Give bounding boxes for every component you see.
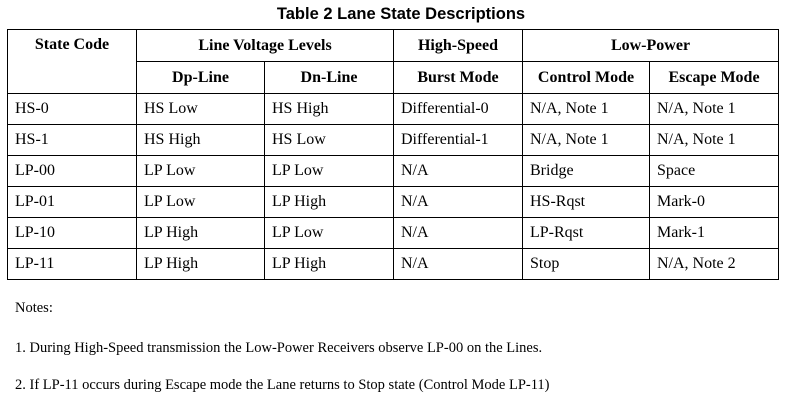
col-header-control-mode: Control Mode — [522, 61, 650, 94]
lane-state-table: State Code Line Voltage Levels High-Spee… — [7, 29, 779, 280]
cell-state-code: LP-11 — [7, 248, 137, 280]
cell-dn-line: HS High — [264, 93, 394, 125]
cell-burst-mode: N/A — [393, 248, 523, 280]
table-row: LP-10 LP High LP Low N/A LP-Rqst Mark-1 — [7, 217, 779, 249]
cell-state-code: HS-0 — [7, 93, 137, 125]
cell-state-code: LP-00 — [7, 155, 137, 187]
notes-heading: Notes: — [15, 300, 53, 316]
cell-state-code: HS-1 — [7, 124, 137, 156]
cell-burst-mode: N/A — [393, 217, 523, 249]
cell-control-mode: N/A, Note 1 — [522, 124, 650, 156]
cell-control-mode: LP-Rqst — [522, 217, 650, 249]
cell-control-mode: N/A, Note 1 — [522, 93, 650, 125]
col-header-burst-mode: Burst Mode — [393, 61, 523, 94]
header-row-top: State Code Line Voltage Levels High-Spee… — [7, 29, 779, 94]
cell-escape-mode: Mark-0 — [649, 186, 779, 218]
col-header-dn-line: Dn-Line — [264, 61, 394, 94]
table-row: LP-00 LP Low LP Low N/A Bridge Space — [7, 155, 779, 187]
cell-escape-mode: Space — [649, 155, 779, 187]
cell-dp-line: LP Low — [136, 155, 265, 187]
cell-state-code: LP-10 — [7, 217, 137, 249]
cell-state-code: LP-01 — [7, 186, 137, 218]
table-title: Table 2 Lane State Descriptions — [276, 5, 526, 23]
cell-burst-mode: N/A — [393, 155, 523, 187]
cell-burst-mode: Differential-0 — [393, 93, 523, 125]
cell-dn-line: LP Low — [264, 217, 394, 249]
cell-control-mode: Bridge — [522, 155, 650, 187]
col-header-escape-mode: Escape Mode — [649, 61, 779, 94]
note-1: 1. During High-Speed transmission the Lo… — [15, 340, 543, 356]
cell-escape-mode: Mark-1 — [649, 217, 779, 249]
cell-escape-mode: N/A, Note 1 — [649, 124, 779, 156]
cell-dn-line: LP High — [264, 248, 394, 280]
cell-dp-line: LP High — [136, 248, 265, 280]
cell-escape-mode: N/A, Note 2 — [649, 248, 779, 280]
table-row: HS-1 HS High HS Low Differential-1 N/A, … — [7, 124, 779, 156]
note-2: 2. If LP-11 occurs during Escape mode th… — [15, 377, 550, 393]
col-header-low-power: Low-Power — [522, 29, 779, 62]
col-header-state-code: State Code — [7, 29, 137, 94]
cell-control-mode: Stop — [522, 248, 650, 280]
col-header-high-speed: High-Speed — [393, 29, 523, 62]
table-row: LP-11 LP High LP High N/A Stop N/A, Note… — [7, 248, 779, 280]
cell-dp-line: LP High — [136, 217, 265, 249]
col-header-line-voltage-levels: Line Voltage Levels — [136, 29, 394, 62]
cell-dn-line: HS Low — [264, 124, 394, 156]
header-row-sub: Dp-Line Dn-Line Burst Mode Control Mode … — [8, 61, 779, 94]
cell-escape-mode: N/A, Note 1 — [649, 93, 779, 125]
cell-dp-line: HS Low — [136, 93, 265, 125]
cell-control-mode: HS-Rqst — [522, 186, 650, 218]
cell-burst-mode: N/A — [393, 186, 523, 218]
cell-dp-line: LP Low — [136, 186, 265, 218]
table-row: HS-0 HS Low HS High Differential-0 N/A, … — [7, 93, 779, 125]
col-header-dp-line: Dp-Line — [136, 61, 265, 94]
cell-dp-line: HS High — [136, 124, 265, 156]
table-row: LP-01 LP Low LP High N/A HS-Rqst Mark-0 — [7, 186, 779, 218]
cell-dn-line: LP High — [264, 186, 394, 218]
cell-burst-mode: Differential-1 — [393, 124, 523, 156]
cell-dn-line: LP Low — [264, 155, 394, 187]
